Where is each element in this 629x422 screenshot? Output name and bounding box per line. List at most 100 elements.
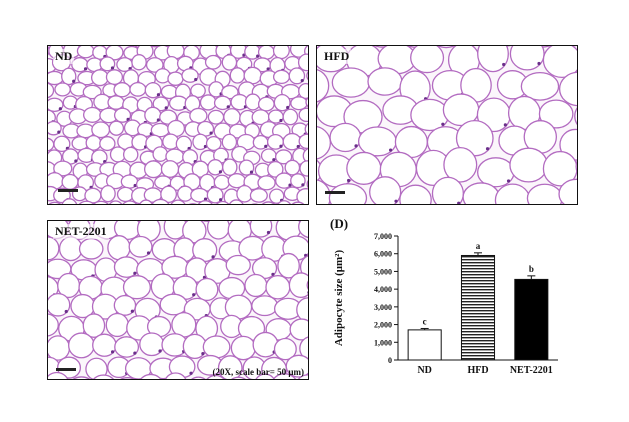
panel-label-net-2201: NET-2201 (53, 224, 109, 239)
nucleus (156, 93, 161, 97)
adipocyte-cell (255, 373, 275, 379)
nucleus (192, 293, 196, 297)
adipocyte-cell (99, 136, 116, 152)
adipocyte-cell (140, 373, 162, 379)
nucleus (264, 144, 268, 148)
adipocyte-cell (85, 357, 108, 379)
adipocyte-cell (107, 95, 125, 110)
adipocyte-cell (139, 199, 153, 204)
y-tick-label: 3,000 (374, 303, 392, 312)
adipocyte-cell (159, 109, 178, 125)
adipocyte-cell (296, 297, 308, 323)
adipocyte-cell (144, 82, 162, 99)
adipocyte-cell (190, 83, 206, 99)
panel-label-nd: ND (53, 49, 75, 64)
adipocyte-cell (170, 199, 186, 204)
adipocyte-cell (251, 295, 279, 317)
nucleus (130, 309, 134, 313)
adipocyte-cell (289, 318, 308, 341)
adipocyte-tissue-net-2201 (48, 221, 308, 379)
adipocyte-cell (296, 188, 308, 204)
adipocyte-cell (291, 201, 305, 204)
adipocyte-cell (206, 186, 224, 204)
adipocyte-cell (114, 336, 140, 358)
nucleus (354, 144, 358, 148)
adipocyte-cell (367, 67, 403, 96)
adipocyte-cell (207, 109, 225, 125)
nucleus (249, 170, 254, 174)
adipocyte-cell (58, 236, 83, 262)
adipocyte-cell (273, 93, 291, 112)
adipocyte-cell (443, 146, 478, 183)
adipocyte-cell (257, 175, 276, 191)
x-tick-label: NET-2201 (510, 365, 553, 376)
nucleus (389, 148, 393, 152)
adipocyte-cell (182, 221, 207, 244)
y-tick-label: 7,000 (374, 232, 392, 241)
adipocyte-cell (297, 53, 308, 72)
adipocyte-cell (509, 147, 548, 183)
adipocyte-cell (265, 274, 291, 300)
adipocyte-cell (167, 71, 184, 86)
adipocyte-cell (538, 99, 574, 129)
adipocyte-cell (175, 135, 193, 153)
adipocyte-cell (574, 107, 577, 126)
adipocyte-cell (122, 146, 139, 163)
adipocyte-cell (128, 235, 153, 258)
nucleus (110, 66, 115, 70)
bar-hfd (460, 254, 496, 361)
nucleus (271, 272, 275, 276)
adipocyte-cell (105, 69, 124, 86)
micrograph-nd: ND (47, 45, 309, 205)
y-tick-label: 4,000 (374, 285, 392, 294)
nucleus (266, 67, 270, 71)
adipocyte-cell (120, 377, 135, 379)
nucleus (457, 201, 461, 204)
adipocyte-cell (575, 160, 577, 173)
adipocyte-cell (152, 146, 169, 162)
adipocyte-cell (221, 85, 239, 100)
adipocyte-cell (272, 373, 297, 379)
adipocyte-cell (290, 96, 308, 111)
nucleus (219, 198, 223, 202)
adipocyte-cell (221, 133, 238, 151)
adipocyte-cell (131, 54, 147, 71)
adipocyte-cell (82, 84, 102, 100)
adipocyte-cell (284, 159, 301, 176)
adipocyte-cell (48, 236, 60, 261)
nucleus (226, 105, 230, 109)
adipocyte-cell (273, 337, 297, 361)
adipocyte-cell (229, 67, 246, 84)
adipocyte-cell (305, 96, 308, 108)
adipocyte-cell (221, 54, 238, 71)
adipocyte-cell (100, 184, 116, 203)
adipocyte-cell (206, 374, 225, 379)
nucleus (146, 251, 151, 255)
nucleus (201, 352, 205, 356)
adipocyte-cell (299, 160, 308, 177)
adipocyte-cell (48, 201, 62, 204)
adipocyte-cell (68, 332, 95, 359)
adipocyte-cell (257, 46, 275, 60)
adipocyte-cell (431, 176, 464, 204)
nucleus (164, 106, 168, 110)
adipocyte-cell (285, 354, 308, 378)
adipocyte-cell (297, 374, 308, 379)
y-tick-label: 2,000 (374, 321, 392, 330)
adipocyte-cell (243, 66, 263, 85)
nucleus (503, 123, 507, 127)
adipocyte-cell (76, 46, 95, 59)
nucleus (485, 147, 490, 151)
adipocyte-cell (331, 67, 371, 98)
adipocyte-cells (48, 46, 308, 204)
nucleus (194, 77, 198, 82)
adipocyte-cell (191, 376, 206, 379)
nucleus (57, 130, 61, 134)
adipocyte-cell (317, 125, 332, 160)
adipocyte-cell (298, 221, 308, 239)
adipocyte-tissue-nd (48, 46, 308, 204)
adipocyte-cell (228, 199, 244, 204)
adipocyte-cell (244, 273, 268, 298)
adipocyte-cell (225, 254, 251, 276)
bar-chart-svg: (D) Adipocyte size (μm²) 0 1,000 2,000 3,00… (330, 216, 558, 376)
